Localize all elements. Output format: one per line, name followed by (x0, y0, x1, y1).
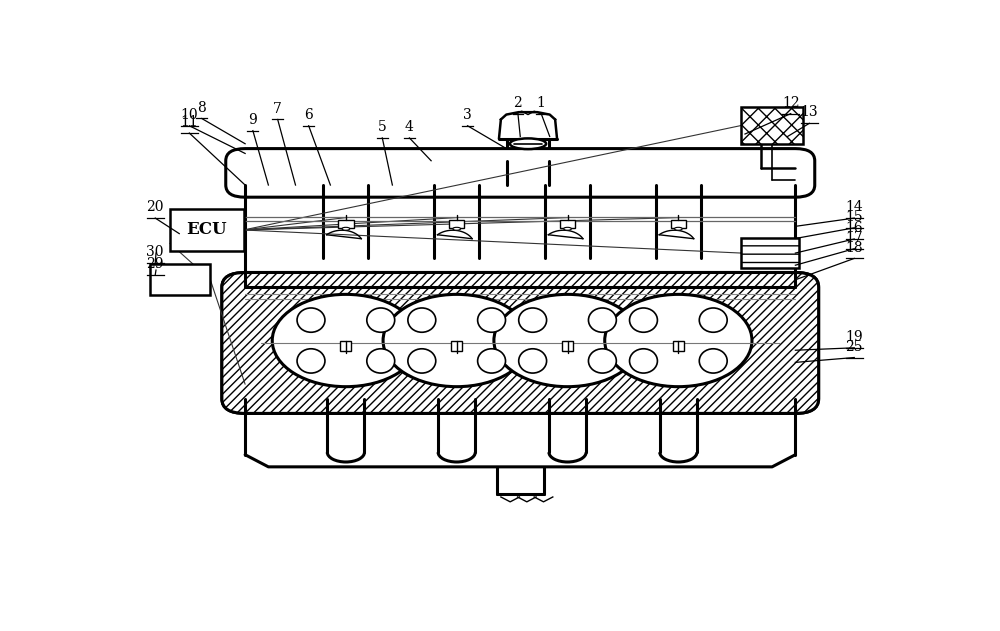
Bar (150, 264, 210, 295)
Circle shape (494, 294, 641, 387)
Text: ECU: ECU (186, 221, 227, 239)
Ellipse shape (453, 227, 461, 230)
Text: 13: 13 (801, 105, 818, 119)
Circle shape (383, 294, 530, 387)
Text: 29: 29 (146, 257, 164, 271)
Text: 9: 9 (248, 113, 257, 127)
Text: 7: 7 (273, 102, 282, 115)
Bar (340, 341, 351, 351)
Ellipse shape (630, 349, 657, 373)
Ellipse shape (699, 308, 727, 333)
Text: 15: 15 (845, 210, 863, 224)
Text: 14: 14 (845, 200, 863, 214)
Ellipse shape (630, 308, 657, 333)
Ellipse shape (519, 349, 547, 373)
Text: 19: 19 (845, 330, 863, 344)
FancyBboxPatch shape (222, 273, 819, 413)
Ellipse shape (478, 349, 506, 373)
Bar (338, 220, 354, 228)
Ellipse shape (564, 227, 571, 230)
Text: 8: 8 (197, 100, 206, 115)
Text: 4: 4 (405, 120, 414, 134)
Text: 25: 25 (846, 339, 863, 353)
Text: 20: 20 (146, 200, 164, 214)
Bar (562, 341, 573, 351)
FancyBboxPatch shape (222, 273, 819, 413)
Text: 6: 6 (304, 108, 313, 122)
Text: 10: 10 (181, 108, 198, 122)
Bar (741, 239, 799, 268)
Text: 18: 18 (845, 240, 863, 254)
Ellipse shape (699, 349, 727, 373)
Ellipse shape (408, 308, 436, 333)
Ellipse shape (342, 227, 350, 230)
Ellipse shape (519, 308, 547, 333)
Bar (671, 220, 686, 228)
Circle shape (605, 294, 752, 387)
Bar (741, 107, 803, 144)
Bar (449, 220, 464, 228)
Text: 2: 2 (514, 96, 522, 110)
Ellipse shape (588, 308, 616, 333)
Text: 11: 11 (180, 115, 198, 129)
Bar (560, 220, 575, 228)
Text: 5: 5 (378, 120, 387, 134)
Text: 3: 3 (463, 108, 472, 122)
Ellipse shape (478, 308, 506, 333)
Ellipse shape (297, 349, 325, 373)
Text: 1: 1 (537, 96, 546, 110)
Ellipse shape (367, 349, 395, 373)
Text: 17: 17 (845, 231, 863, 245)
Circle shape (272, 294, 420, 387)
Ellipse shape (674, 227, 682, 230)
Bar (673, 341, 684, 351)
Text: 30: 30 (146, 245, 164, 259)
Ellipse shape (367, 308, 395, 333)
Bar (170, 209, 244, 251)
Ellipse shape (297, 308, 325, 333)
FancyBboxPatch shape (226, 149, 815, 197)
Ellipse shape (588, 349, 616, 373)
Bar (451, 341, 462, 351)
Ellipse shape (510, 138, 546, 149)
Text: 16: 16 (845, 221, 863, 235)
Ellipse shape (408, 349, 436, 373)
Text: 12: 12 (782, 96, 800, 110)
